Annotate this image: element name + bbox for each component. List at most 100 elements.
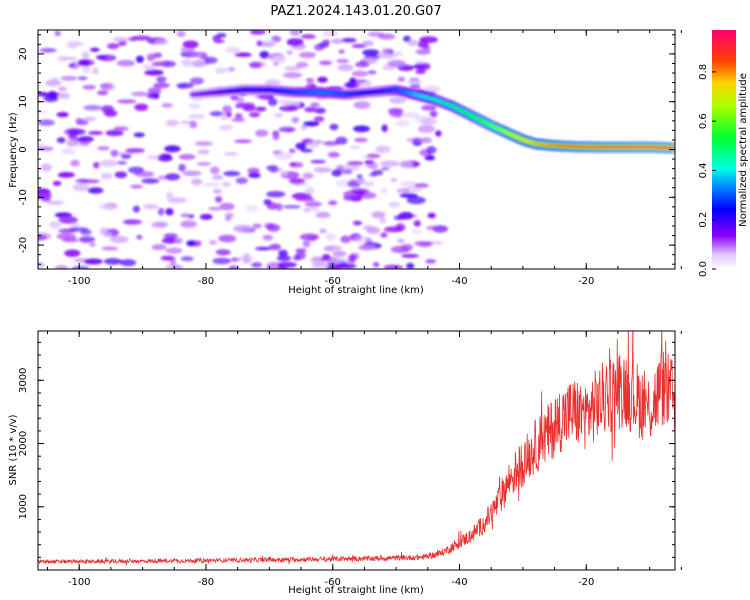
noise-blob [314, 107, 326, 114]
colorbar-tick-label: 0.6 [698, 113, 709, 129]
noise-blob [427, 212, 436, 219]
ridge-core [669, 146, 675, 150]
noise-blob [146, 92, 160, 99]
noise-blob [114, 171, 128, 179]
noise-blob [351, 79, 367, 83]
noise-blob [285, 128, 293, 133]
noise-blob [368, 172, 378, 177]
noise-blob [178, 153, 196, 160]
noise-blob [146, 53, 156, 62]
noise-blob [323, 141, 339, 146]
noise-blob [58, 216, 78, 224]
noise-blob [133, 132, 145, 138]
noise-blob [65, 139, 77, 147]
noise-blob [135, 55, 144, 63]
noise-blob [250, 30, 266, 35]
noise-blob [130, 184, 143, 189]
noise-blob [147, 87, 162, 95]
noise-blob [304, 201, 322, 208]
noise-blob [87, 187, 104, 194]
noise-blob [189, 120, 198, 129]
noise-blob [125, 148, 145, 154]
noise-blob [97, 146, 110, 151]
noise-blob [248, 173, 261, 178]
noise-blob [282, 205, 301, 209]
snr-x-label: Height of straight line (km) [288, 585, 424, 596]
noise-blob [216, 32, 227, 38]
snr-y-ticks: 1000 2000 3000 [18, 341, 675, 558]
noise-blob [82, 65, 91, 74]
noise-blob [317, 76, 328, 83]
noise-blob [117, 40, 127, 46]
spectrogram-x-label: Height of straight line (km) [288, 285, 424, 296]
noise-blob [214, 67, 228, 74]
colorbar-ticks: 0.0 0.2 0.4 0.6 0.8 [698, 64, 716, 277]
noise-blob [40, 163, 52, 172]
noise-blob [109, 235, 129, 244]
noise-blob [322, 39, 331, 45]
noise-blob [221, 181, 231, 187]
noise-blob [238, 102, 255, 107]
colorbar-tick-label: 0.2 [698, 212, 709, 228]
noise-blob [373, 262, 380, 268]
noise-blob [68, 227, 89, 232]
noise-blob [74, 138, 88, 143]
noise-blob [113, 126, 129, 131]
noise-blob [286, 38, 304, 47]
noise-blob [353, 101, 371, 110]
x-tick-label: -100 [68, 577, 91, 588]
noise-blob [366, 153, 381, 159]
noise-blob [353, 125, 370, 133]
noise-blob [381, 166, 390, 171]
noise-blob [357, 178, 366, 184]
noise-blob [403, 35, 411, 42]
noise-blob [379, 217, 387, 224]
y-tick-label: 1000 [18, 494, 29, 519]
noise-blob [157, 207, 165, 216]
noise-blob [329, 123, 339, 131]
noise-blob [341, 37, 357, 43]
noise-blob [103, 232, 112, 238]
noise-blob [167, 197, 187, 204]
noise-blob [401, 112, 419, 118]
noise-blob [160, 60, 177, 68]
noise-blob [176, 82, 194, 89]
noise-blob [218, 234, 237, 243]
noise-blob [164, 145, 181, 153]
noise-blob [161, 103, 173, 108]
noise-blob [406, 196, 426, 205]
noise-blob [252, 223, 262, 229]
noise-blob [347, 180, 362, 188]
noise-blob [358, 244, 376, 251]
noise-blob [157, 155, 173, 162]
noise-blob [346, 161, 364, 166]
noise-blob [234, 52, 252, 57]
colorbar: 0.0 0.2 0.4 0.6 0.8 Normalized spectral ampl… [698, 30, 749, 277]
noise-blob [375, 145, 391, 154]
noise-blob [163, 233, 178, 239]
noise-blob [131, 91, 149, 97]
noise-blob [291, 116, 300, 124]
noise-blob [100, 172, 113, 180]
noise-blob [48, 221, 62, 229]
noise-blob [182, 170, 202, 176]
x-tick-label: -80 [198, 276, 214, 287]
noise-blob [122, 219, 142, 225]
noise-blob [233, 139, 253, 144]
noise-blob [99, 83, 111, 89]
noise-blob [194, 141, 213, 146]
noise-blob [134, 103, 149, 112]
noise-blob [56, 111, 69, 118]
noise-blob [38, 146, 54, 151]
noise-blob [406, 80, 423, 85]
noise-blob [43, 94, 59, 103]
noise-blob [155, 40, 169, 45]
noise-blob [328, 200, 338, 206]
noise-blob [182, 40, 199, 49]
noise-blob [209, 239, 217, 246]
noise-blob [267, 98, 278, 106]
noise-blob [220, 112, 228, 121]
noise-blob [117, 99, 137, 104]
